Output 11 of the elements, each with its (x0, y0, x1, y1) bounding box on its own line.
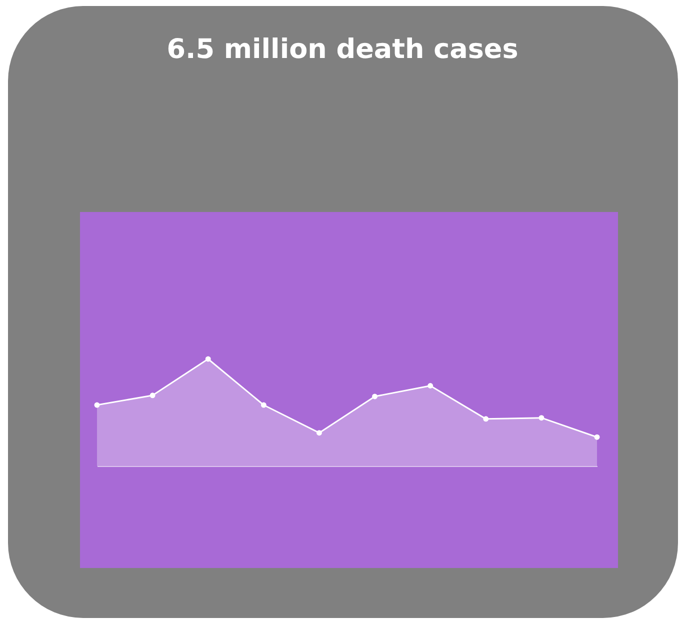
point (372, 394, 378, 400)
point (260, 402, 266, 408)
chart-title: 6.5 million death cases (166, 34, 520, 65)
point (594, 434, 600, 440)
point (316, 430, 322, 436)
point (94, 402, 100, 408)
point (205, 356, 211, 362)
point (538, 415, 544, 421)
point (483, 416, 489, 422)
point (150, 392, 156, 398)
point (428, 383, 434, 388)
